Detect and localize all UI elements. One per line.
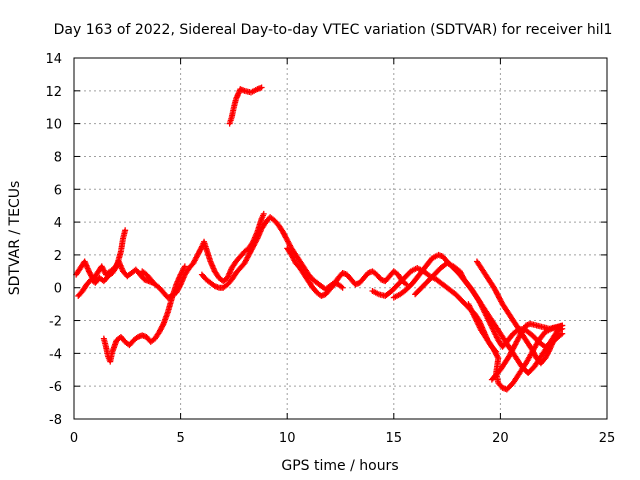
x-tick-label: 20 bbox=[492, 431, 509, 446]
data-point bbox=[258, 84, 265, 91]
x-tick-label: 0 bbox=[70, 431, 78, 446]
data-point bbox=[339, 284, 346, 291]
axis-ticks: 0 5 10 15 20 25 -8 -6 -4 -2 0 2 4 6 8 10 12 14 bbox=[45, 52, 615, 446]
y-tick-label: 0 bbox=[54, 282, 62, 297]
data-point bbox=[559, 322, 566, 329]
y-tick-label: -6 bbox=[49, 380, 62, 395]
y-tick-label: 10 bbox=[45, 118, 62, 133]
data-point bbox=[122, 227, 129, 234]
x-tick-label: 25 bbox=[599, 431, 616, 446]
y-tick-label: 4 bbox=[54, 216, 62, 231]
y-tick-label: 2 bbox=[54, 249, 62, 264]
data-point bbox=[554, 330, 561, 337]
y-tick-label: 14 bbox=[45, 52, 62, 67]
y-axis-label: SDTVAR / TECUs bbox=[7, 181, 23, 296]
y-tick-label: 6 bbox=[54, 183, 62, 198]
data-point bbox=[181, 263, 188, 270]
plot-frame bbox=[73, 57, 608, 420]
y-tick-label: -4 bbox=[49, 347, 62, 362]
x-axis-label: GPS time / hours bbox=[281, 458, 398, 474]
y-tick-label: -8 bbox=[49, 413, 62, 428]
x-tick-label: 10 bbox=[279, 431, 296, 446]
chart-title: Day 163 of 2022, Sidereal Day-to-day VTE… bbox=[54, 22, 613, 38]
x-tick-label: 5 bbox=[176, 431, 184, 446]
data-markers bbox=[73, 84, 566, 393]
y-tick-label: -2 bbox=[49, 315, 62, 330]
data-point bbox=[112, 264, 119, 271]
y-tick-label: 8 bbox=[54, 150, 62, 165]
x-tick-label: 15 bbox=[386, 431, 403, 446]
y-tick-label: 12 bbox=[45, 85, 62, 100]
data-point bbox=[260, 210, 267, 217]
data-point bbox=[554, 331, 561, 338]
